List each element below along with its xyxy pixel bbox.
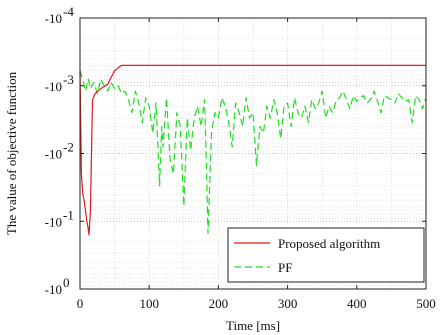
x-tick-label: 500 [416,296,436,311]
x-tick-label: 0 [77,296,84,311]
y-tick-exponent: -4 [63,4,74,19]
ticks: 0 100 200 300 400 500-10 -4-10 -3-10 -2-10 -1-10 0 [45,4,436,311]
y-tick-label: -10 [45,11,62,26]
series-line-pf [79,70,427,234]
legend-box [227,227,425,283]
y-axis-label: The value of objective function [4,71,19,235]
x-axis-label: Time [ms] [226,318,280,333]
y-tick-exponent: -3 [63,72,74,87]
legend-label-pf: PF [278,260,292,275]
y-tick-label: -10 [45,282,62,297]
x-tick-label: 300 [278,296,298,311]
y-tick-label: -10 [45,79,62,94]
series-line-proposed-algorithm [79,64,426,236]
y-tick-label: -10 [45,147,62,162]
x-tick-label: 100 [139,296,159,311]
legend: Proposed algorithm PF [227,227,425,283]
y-tick-exponent: -1 [63,207,74,222]
series-layer [79,64,427,236]
x-tick-label: 400 [347,296,367,311]
y-tick-exponent: -2 [63,140,74,155]
legend-label-proposed-algorithm: Proposed algorithm [278,236,380,251]
y-tick-label: -10 [45,214,62,229]
x-tick-label: 200 [209,296,229,311]
y-tick-exponent: 0 [63,275,70,290]
